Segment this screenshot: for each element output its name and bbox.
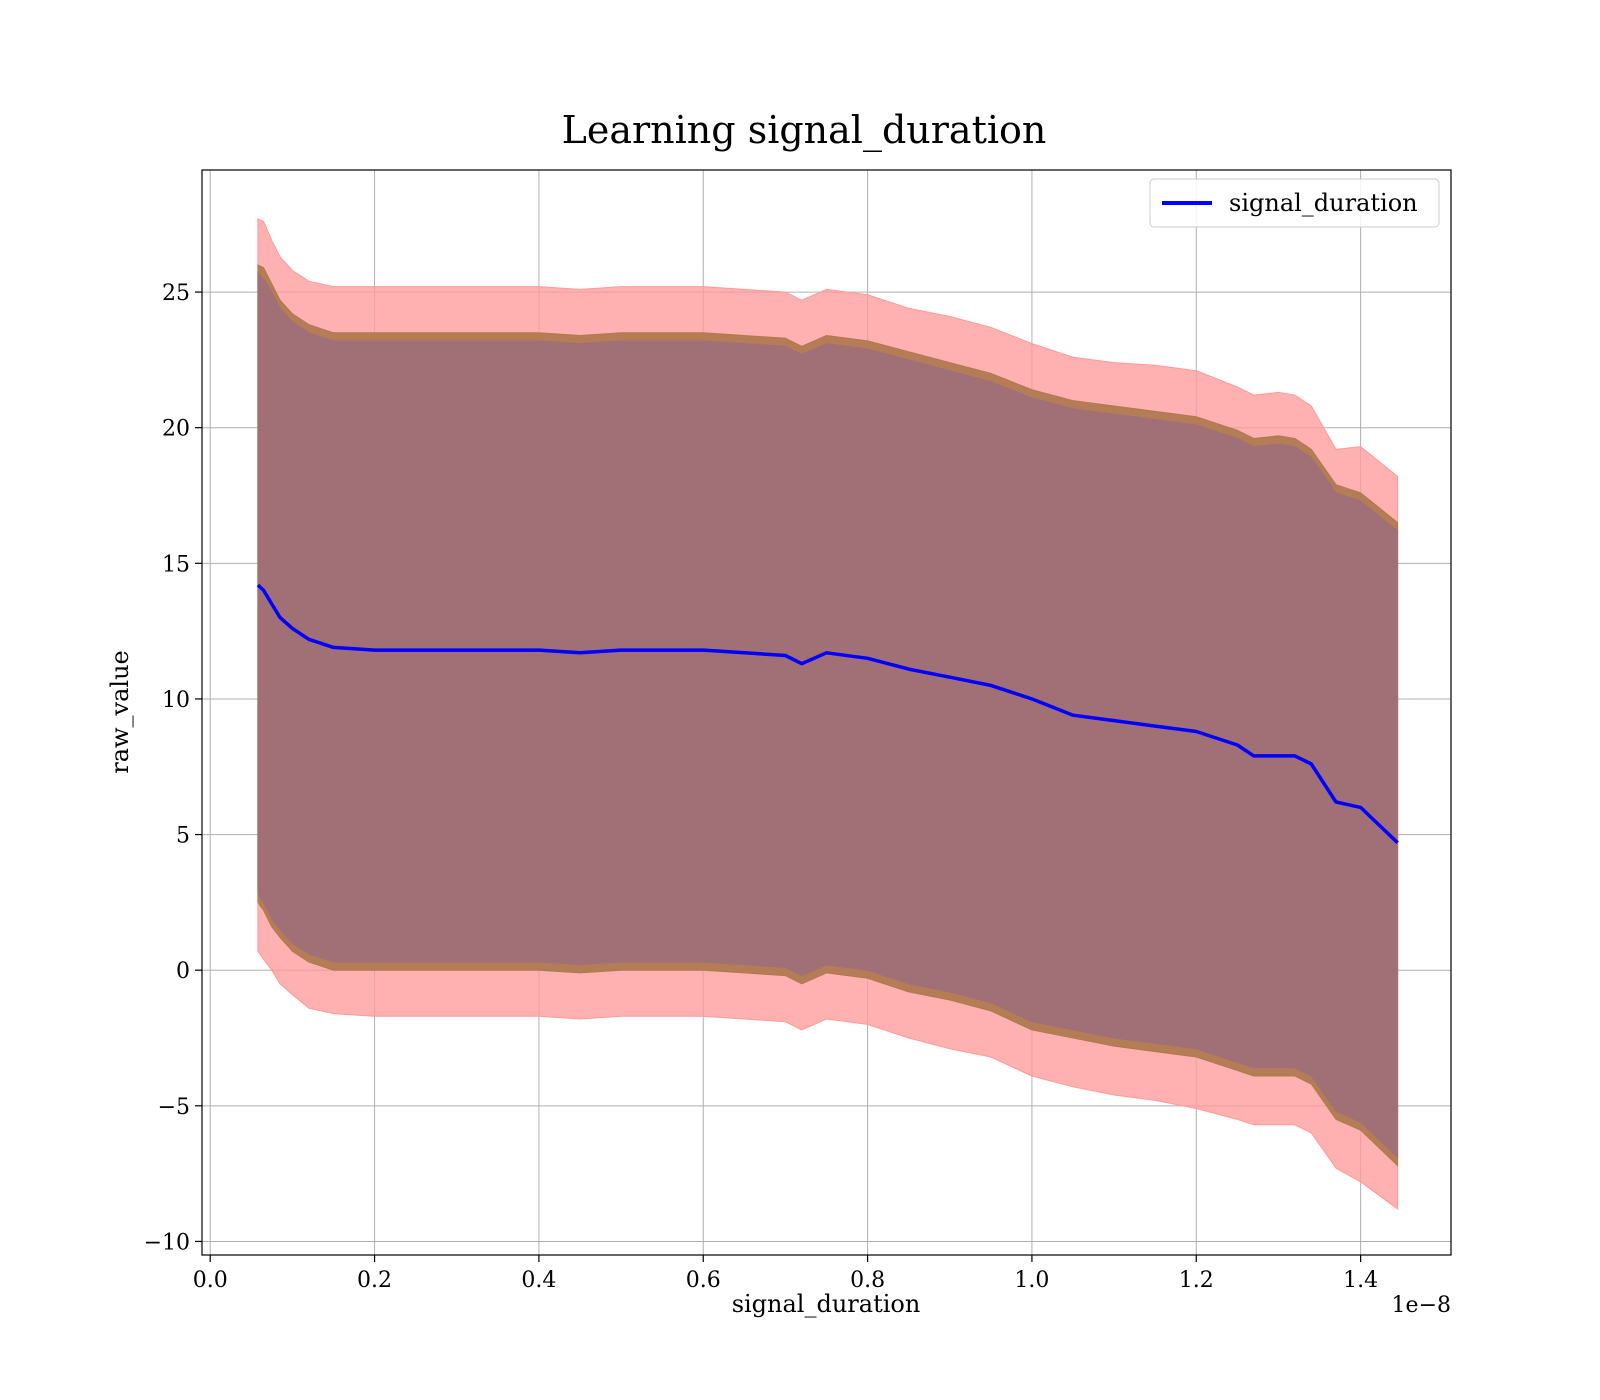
- y-axis-ticks: −10 −5 0 5 10 15 20 25: [144, 281, 202, 1255]
- x-tick-label: 0.8: [850, 1268, 885, 1293]
- x-tick-label: 1.0: [1014, 1268, 1049, 1293]
- x-tick-label: 0.2: [357, 1268, 392, 1293]
- legend: signal_duration: [1149, 178, 1440, 228]
- chart-title: Learning signal_duration: [562, 108, 1047, 153]
- plot-frame: [201, 169, 1452, 1256]
- y-tick-label: 15: [162, 552, 190, 577]
- y-tick-label: 20: [162, 417, 190, 442]
- y-axis-label: raw_value: [106, 650, 134, 774]
- x-tick-label: 1.4: [1343, 1268, 1378, 1293]
- x-axis-offset-label: 1e−8: [1392, 1293, 1451, 1318]
- x-axis-label: signal_duration: [732, 1290, 921, 1318]
- y-tick-label: −5: [158, 1095, 190, 1120]
- x-tick-label: 0.4: [521, 1268, 556, 1293]
- y-tick-label: 5: [176, 824, 190, 849]
- legend-box: [1149, 178, 1440, 228]
- y-tick-label: 10: [162, 688, 190, 713]
- inner-band: [257, 271, 1399, 1159]
- legend-label: signal_duration: [1229, 189, 1418, 217]
- x-tick-label: 1.2: [1179, 1268, 1214, 1293]
- x-tick-label: 0.6: [686, 1268, 721, 1293]
- x-tick-label: 0.0: [193, 1268, 228, 1293]
- y-tick-label: 25: [162, 281, 190, 306]
- confidence-bands: [257, 218, 1399, 1210]
- x-axis-ticks: 0.0 0.2 0.4 0.6 0.8 1.0 1.2 1.4: [193, 1255, 1378, 1293]
- y-tick-label: −10: [144, 1230, 190, 1255]
- y-tick-label: 0: [176, 959, 190, 984]
- mean-line-layer: [256, 583, 1399, 844]
